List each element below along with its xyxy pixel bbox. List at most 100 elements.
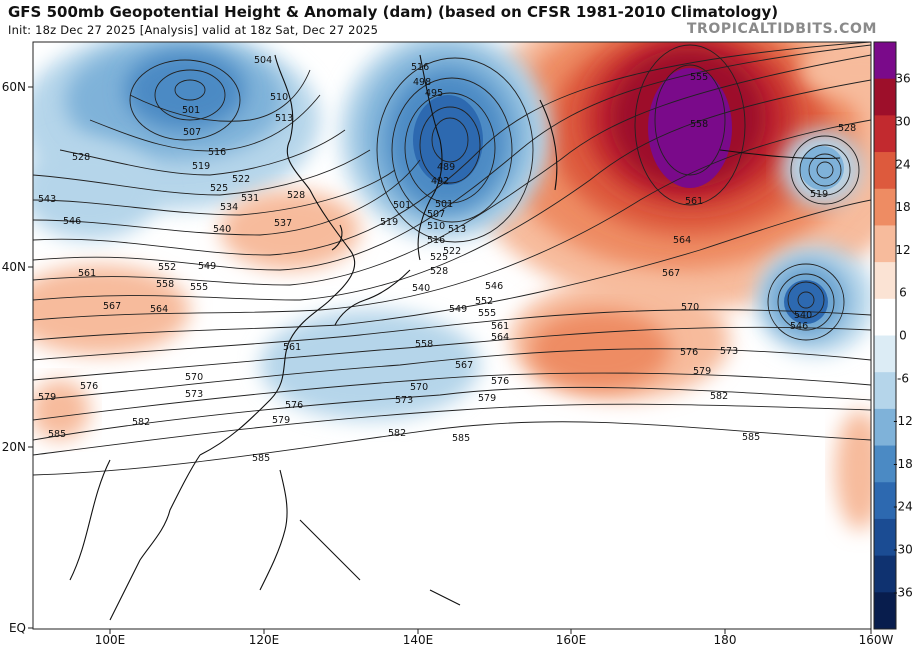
contour-label: 567 <box>103 301 121 312</box>
contour-label: 546 <box>790 321 808 332</box>
colorbar-tick-label: 6 <box>899 286 907 300</box>
lon-label: 100E <box>95 633 126 647</box>
map-subtitle: Init: 18z Dec 27 2025 [Analysis] valid a… <box>8 23 379 37</box>
contour-label: 576 <box>680 347 698 358</box>
contour-label: 528 <box>430 266 448 277</box>
contour-label: 501 <box>182 105 200 116</box>
contour-label: 540 <box>794 310 812 321</box>
lon-label: 140E <box>403 633 434 647</box>
contour-label: 579 <box>38 392 56 403</box>
colorbar-swatch <box>874 445 896 483</box>
contour-label: 585 <box>452 433 470 444</box>
contour-label: 516 <box>411 62 429 73</box>
contour-label: 558 <box>690 119 708 130</box>
contour-label: 564 <box>491 332 509 343</box>
contour-label: 564 <box>150 304 168 315</box>
contour-label: 528 <box>72 152 90 163</box>
contour-label: 513 <box>275 113 293 124</box>
colorbar-tick-label: 24 <box>895 157 910 171</box>
colorbar-swatch <box>874 225 896 263</box>
colorbar-swatch <box>874 42 896 80</box>
contour-label: 561 <box>491 321 509 332</box>
contour-label: 558 <box>415 339 433 350</box>
contour-label: 498 <box>413 77 431 88</box>
lon-label: 120E <box>249 633 280 647</box>
latitude-axis: 60N 40N 20N EQ <box>2 80 33 635</box>
height-contours <box>33 42 871 476</box>
contour-label: 525 <box>210 183 228 194</box>
contour-label: 555 <box>190 282 208 293</box>
contour-label: 540 <box>412 283 430 294</box>
colorbar-swatch <box>874 262 896 300</box>
contour-label: 510 <box>270 92 288 103</box>
contour-label: 540 <box>213 224 231 235</box>
contour-label: 501 <box>435 199 453 210</box>
contour-label: 585 <box>742 432 760 443</box>
lat-label: 20N <box>2 440 26 454</box>
colorbar-swatch <box>874 152 896 190</box>
colorbar-tick-label: -30 <box>893 543 913 557</box>
contour-label: 510 <box>427 221 445 232</box>
colorbar-swatch <box>874 78 896 116</box>
colorbar-tick-label: 36 <box>895 72 910 86</box>
colorbar-tick-label: 18 <box>895 200 910 214</box>
contour-label: 555 <box>690 72 708 83</box>
contour-label: 573 <box>395 395 413 406</box>
contour-label: 507 <box>183 127 201 138</box>
contour-label: 582 <box>388 428 406 439</box>
contour-label: 552 <box>475 296 493 307</box>
contour-label: 519 <box>192 161 210 172</box>
contour-label: 585 <box>252 453 270 464</box>
colorbar-swatch <box>874 298 896 336</box>
contour-label: 516 <box>208 147 226 158</box>
coastlines <box>69 54 841 621</box>
lat-label: 60N <box>2 80 26 94</box>
anomaly-colorbar: 36 30 24 18 12 6 0 -6 -12 -18 -24 -30 -36 <box>873 41 913 630</box>
contour-label: 576 <box>491 376 509 387</box>
contour-labels: 504 501 507 510 513 516 519 522 525 528 … <box>38 55 856 464</box>
contour-label: 513 <box>448 224 466 235</box>
contour-label: 576 <box>80 381 98 392</box>
contour-label: 582 <box>132 417 150 428</box>
contour-label: 561 <box>78 268 96 279</box>
contour-label: 582 <box>710 391 728 402</box>
map-title: GFS 500mb Geopotential Height & Anomaly … <box>8 3 779 21</box>
contour-label: 519 <box>810 189 828 200</box>
lon-label: 160W <box>859 633 894 647</box>
colorbar-tick-label: 30 <box>895 114 910 128</box>
lat-label: EQ <box>9 621 26 635</box>
contour-label: 585 <box>48 429 66 440</box>
map-frame <box>32 41 872 630</box>
contour-label: 492 <box>431 176 449 187</box>
colorbar-tick-label: -36 <box>893 585 913 599</box>
contour-label: 573 <box>185 389 203 400</box>
contour-label: 546 <box>63 216 81 227</box>
contour-label: 504 <box>254 55 272 66</box>
contour-label: 528 <box>287 190 305 201</box>
contour-label: 579 <box>693 366 711 377</box>
colorbar-swatch <box>874 555 896 593</box>
contour-label: 561 <box>685 196 703 207</box>
contour-label: 525 <box>430 252 448 263</box>
colorbar-tick-label: -18 <box>893 457 913 471</box>
lon-label: 180 <box>714 633 737 647</box>
contour-label: 516 <box>427 235 445 246</box>
lat-label: 40N <box>2 260 26 274</box>
contour-label: 489 <box>437 162 455 173</box>
contour-label: 570 <box>410 382 428 393</box>
colorbar-swatch <box>874 482 896 520</box>
contour-label: 507 <box>427 209 445 220</box>
contour-label: 567 <box>455 360 473 371</box>
contour-label: 552 <box>158 262 176 273</box>
contour-label: 546 <box>485 281 503 292</box>
contour-label: 537 <box>274 218 292 229</box>
colorbar-swatch <box>874 115 896 153</box>
contour-label: 549 <box>449 304 467 315</box>
contour-label: 570 <box>681 302 699 313</box>
colorbar-tick-label: -12 <box>893 414 913 428</box>
colorbar-tick-label: 0 <box>899 329 907 343</box>
colorbar-tick-label: -24 <box>893 500 913 514</box>
contour-label: 579 <box>272 415 290 426</box>
contour-label: 561 <box>283 342 301 353</box>
